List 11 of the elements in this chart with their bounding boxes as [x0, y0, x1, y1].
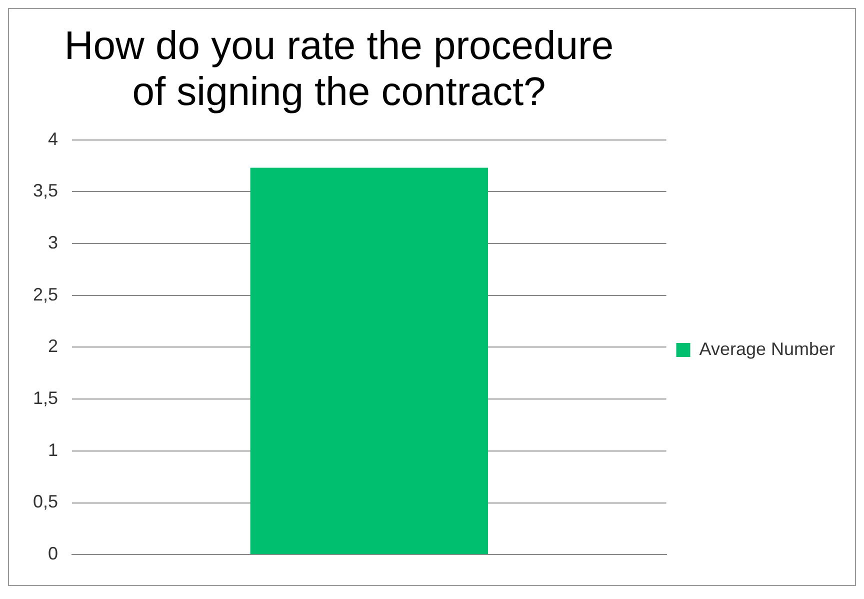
legend-label: Average Number — [699, 338, 836, 359]
y-tick-label: 1,5 — [32, 388, 58, 408]
y-tick-label: 0,5 — [32, 492, 58, 512]
y-tick-label: 2 — [48, 336, 58, 356]
y-tick-label: 3 — [48, 232, 58, 252]
y-tick-label: 2,5 — [32, 284, 58, 304]
y-tick-label: 3,5 — [32, 180, 58, 201]
y-tick-label: 0 — [48, 544, 58, 564]
y-tick-label: 1 — [48, 440, 58, 460]
chart-title: How do you rate the procedure of signing the contract? — [63, 23, 615, 115]
y-tick-label: 4 — [48, 128, 58, 149]
